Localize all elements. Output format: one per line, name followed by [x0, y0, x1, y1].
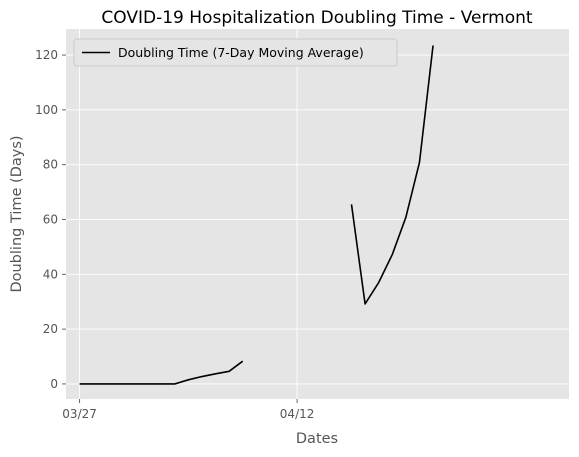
y-tick-label: 80: [43, 158, 58, 172]
x-tick-label: 03/27: [62, 407, 97, 421]
series-line-segment: [350, 45, 434, 305]
x-axis-label: Dates: [296, 431, 338, 447]
series-group: [79, 45, 434, 385]
y-axis-label: Doubling Time (Days): [9, 135, 25, 292]
legend-label: Doubling Time (7-Day Moving Average): [118, 45, 364, 60]
chart-title: COVID-19 Hospitalization Doubling Time -…: [101, 8, 532, 28]
y-axis: 0 20 40 60 80 100 120: [35, 48, 66, 391]
y-tick-label: 60: [43, 212, 58, 226]
y-tick-label: 0: [50, 377, 58, 391]
y-tick-label: 100: [35, 103, 58, 117]
series-line-segment: [79, 360, 244, 385]
x-axis: 03/27 04/12: [62, 399, 314, 421]
y-tick-label: 40: [43, 267, 58, 281]
legend: Doubling Time (7-Day Moving Average): [73, 38, 398, 67]
plot-area: [66, 29, 569, 399]
y-tick-label: 20: [43, 322, 58, 336]
legend-box: [73, 38, 398, 67]
x-tick-label: 04/12: [280, 407, 315, 421]
y-tick-label: 120: [35, 48, 58, 62]
